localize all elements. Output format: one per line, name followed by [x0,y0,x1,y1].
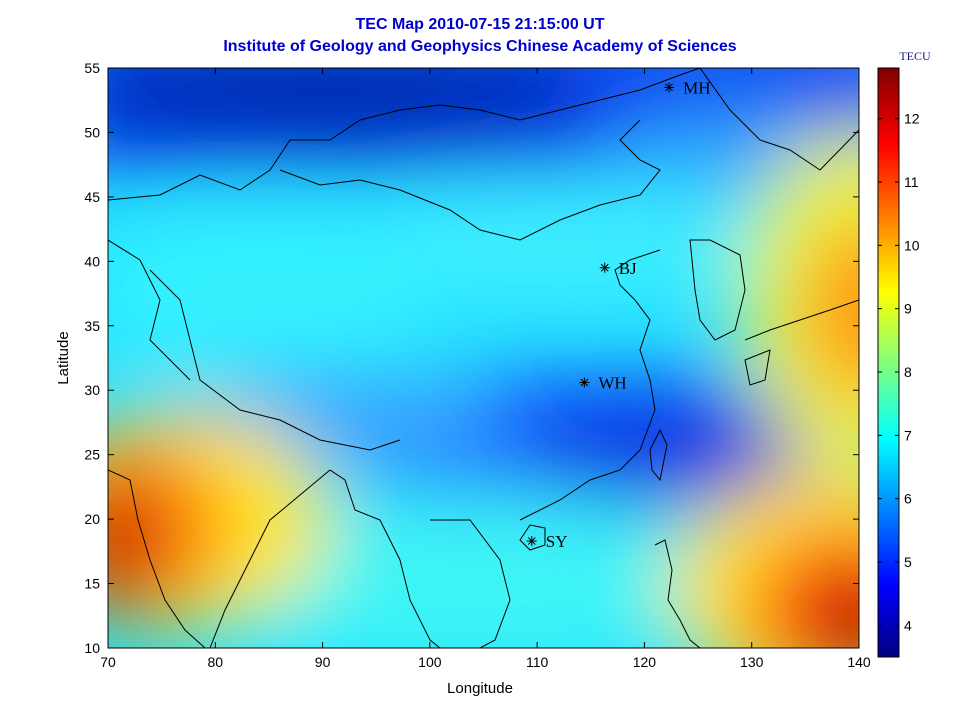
station-bj: BJ [599,259,637,278]
colorbar-tick-label: 5 [904,554,912,570]
station-label: WH [598,373,626,392]
station-marker [526,536,537,547]
x-tick-label: 120 [633,654,657,670]
y-tick-label: 25 [84,447,100,463]
station-wh: WH [579,373,627,392]
colorbar-tick-label: 12 [904,111,920,127]
station-marker [664,82,675,93]
tec-heatmap [108,68,859,648]
x-tick-label: 110 [526,654,549,670]
colorbar-tick-label: 10 [904,237,920,253]
station-label: SY [546,532,568,551]
y-tick-label: 30 [84,382,100,398]
station-marker [599,262,610,273]
y-tick-label: 50 [84,124,100,140]
colorbar-tick-label: 4 [904,617,912,633]
x-tick-label: 80 [207,654,223,670]
plot-frame [107,67,860,649]
y-axis-label: Latitude [55,331,72,384]
station-markers: MH BJ WH SY [526,78,711,551]
colorbar-tick-label: 9 [904,301,912,317]
x-tick-label: 100 [418,654,442,670]
chart-subtitle: Institute of Geology and Geophysics Chin… [223,38,737,55]
station-mh: MH [664,78,711,97]
colorbar-unit-label: TECU [899,49,931,63]
y-tick-label: 15 [84,576,100,592]
colorbar-tick-label: 8 [904,364,912,380]
x-tick-label: 140 [847,654,871,670]
y-tick-label: 10 [84,640,100,656]
y-tick-label: 55 [84,60,100,76]
chart-title: TEC Map 2010-07-15 21:15:00 UT [355,16,605,33]
y-tick-label: 45 [84,189,100,205]
station-label: BJ [619,259,637,278]
y-tick-label: 40 [84,253,100,269]
y-tick-label: 20 [84,511,100,527]
colorbar-tick-label: 11 [904,174,919,190]
coastline-overlay [108,68,859,648]
y-tick-label: 35 [84,318,100,334]
station-label: MH [683,78,710,97]
x-tick-label: 70 [100,654,116,670]
colorbar-tick-label: 7 [904,427,912,443]
x-tick-label: 90 [315,654,331,670]
y-axis-ticks: 10 15 20 25 30 35 40 45 50 55 [84,60,859,656]
colorbar-ticks: 4 5 6 7 8 9 10 11 12 [878,111,920,633]
x-tick-label: 130 [740,654,764,670]
station-marker [579,377,590,388]
station-sy: SY [526,532,568,551]
x-axis-ticks: 70 80 90 100 110 120 130 140 [100,68,871,670]
x-axis-label: Longitude [447,680,513,697]
colorbar [877,67,900,658]
colorbar-tick-label: 6 [904,491,912,507]
